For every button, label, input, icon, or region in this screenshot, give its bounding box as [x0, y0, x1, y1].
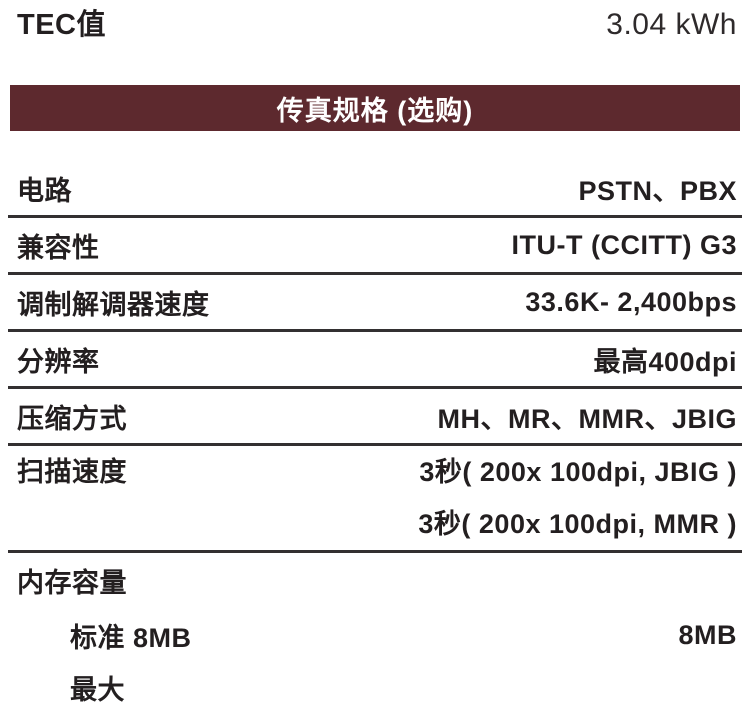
section-title: 传真规格 (选购) [276, 95, 474, 126]
tec-row: TEC值 3.04 kWh [0, 0, 750, 43]
row-value: 8MB [678, 620, 737, 651]
table-row-compression: 压缩方式 MH、MR、MMR、JBIG [8, 389, 742, 447]
table-row-modem-speed: 调制解调器速度 33.6K- 2,400bps [8, 275, 742, 333]
row-value: 最高400dpi [593, 346, 737, 377]
row-value: 3秒( 200x 100dpi, JBIG ) [419, 457, 737, 488]
row-label: 兼容性 [17, 232, 100, 263]
row-value: 33.6K- 2,400bps [525, 286, 737, 317]
row-label: 压缩方式 [17, 403, 127, 434]
row-label: 内存容量 [17, 568, 127, 599]
row-label: 调制解调器速度 [17, 289, 210, 320]
row-label: 标准 8MB [70, 623, 192, 654]
fax-spec-section-header: 传真规格 (选购) [10, 85, 740, 132]
row-label: 分辨率 [17, 346, 100, 377]
row-label: 最大 [70, 675, 125, 706]
table-row-scan-speed: 扫描速度 3秒( 200x 100dpi, JBIG ) 3秒( 200x 10… [8, 446, 742, 554]
table-row-compatibility: 兼容性 ITU-T (CCITT) G3 [8, 218, 742, 276]
table-row-memory-standard: 标准 8MB 8MB [8, 608, 742, 663]
row-value: MH、MR、MMR、JBIG [437, 403, 737, 434]
table-row-resolution: 分辨率 最高400dpi [8, 332, 742, 390]
fax-spec-table: 电路 PSTN、PBX 兼容性 ITU-T (CCITT) G3 调制解调器速度… [8, 161, 742, 718]
table-row-circuit: 电路 PSTN、PBX [8, 161, 742, 219]
row-value: 3秒( 200x 100dpi, MMR ) [418, 509, 737, 540]
row-value: PSTN、PBX [578, 175, 737, 206]
row-label: 电路 [17, 175, 72, 206]
row-label: 扫描速度 [17, 457, 127, 488]
row-value: ITU-T (CCITT) G3 [511, 229, 737, 260]
tec-label: TEC值 [17, 9, 107, 41]
tec-value: 3.04 kWh [606, 8, 737, 41]
table-row-memory-maximum: 最大 [8, 663, 742, 718]
scan-speed-values: 3秒( 200x 100dpi, JBIG ) 3秒( 200x 100dpi,… [418, 446, 737, 550]
table-row-memory-capacity: 内存容量 [8, 553, 742, 608]
